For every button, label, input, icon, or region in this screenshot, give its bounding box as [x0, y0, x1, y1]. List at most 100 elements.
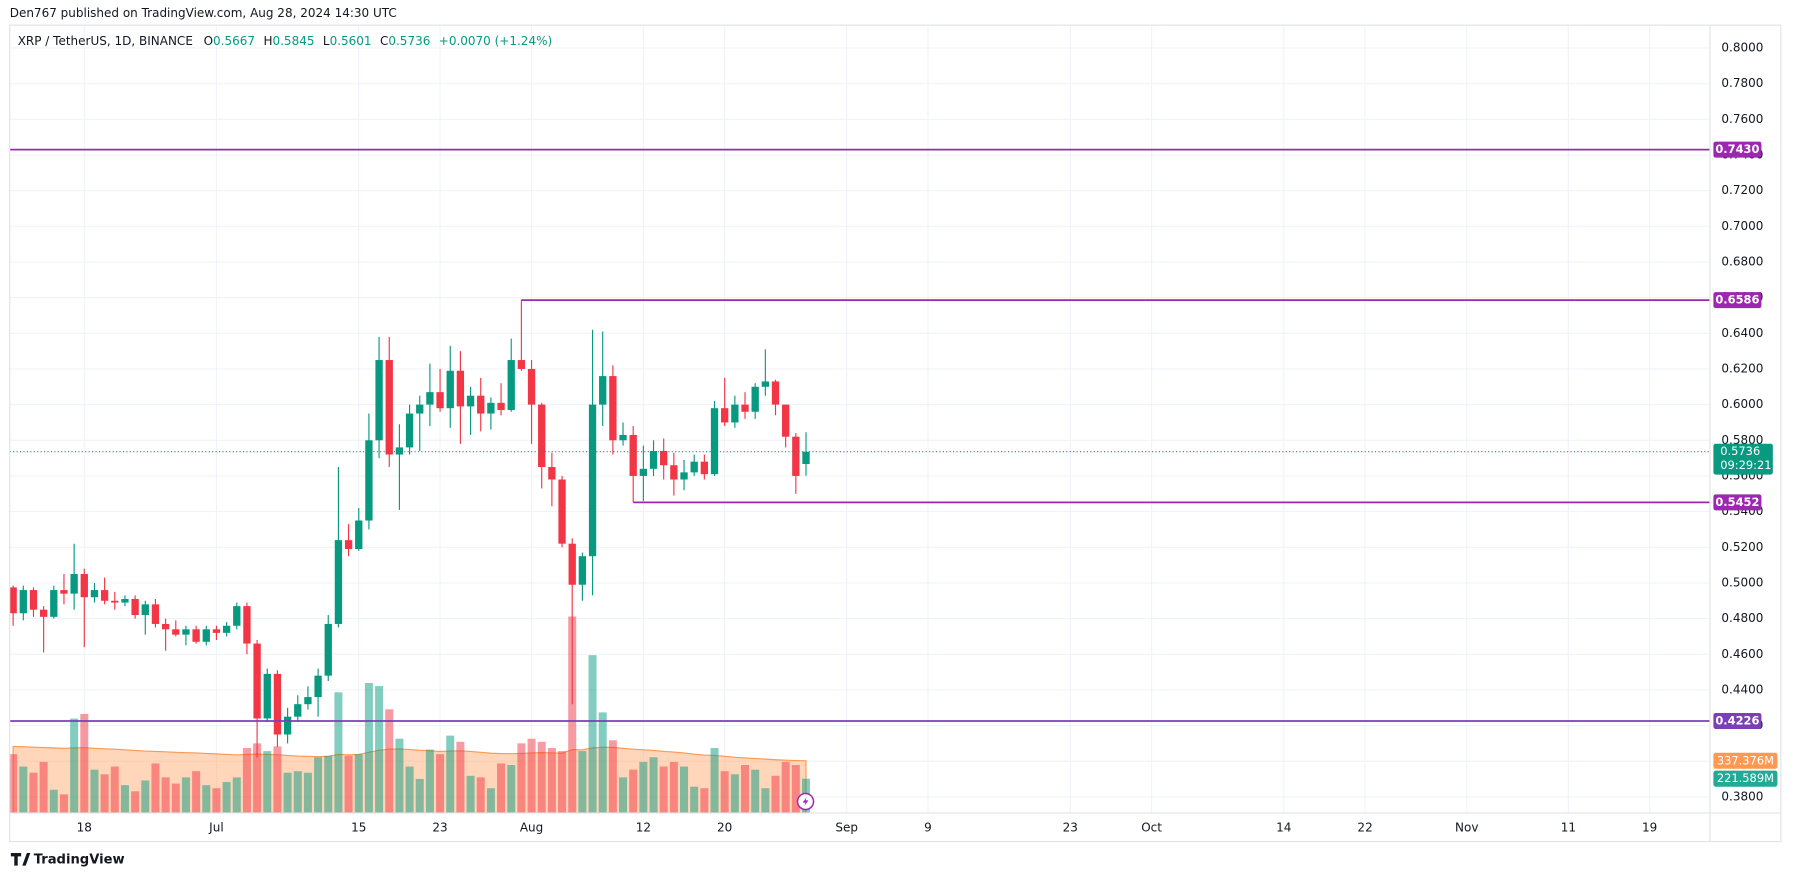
candle-body [660, 450, 668, 466]
y-tick-label: 0.3800 [1721, 789, 1763, 803]
candle-body [151, 604, 160, 624]
ohlc-letter: H [263, 34, 272, 48]
volume-bar [80, 713, 89, 813]
candle-body [385, 360, 393, 455]
candle-body [314, 675, 322, 698]
x-tick-label: 20 [717, 820, 732, 834]
replay-icon[interactable] [796, 792, 815, 811]
candle-body [60, 590, 68, 594]
candle-body [497, 402, 505, 410]
candle-body [405, 413, 414, 448]
x-tick-label: Jul [208, 820, 223, 834]
candle-body [182, 629, 190, 635]
x-tick-label: 9 [924, 820, 932, 834]
logo-mark [10, 852, 31, 866]
level-label: 0.6586 [1715, 293, 1759, 307]
volume-bar [263, 751, 272, 813]
volume-bar [751, 769, 760, 813]
volume-bar [375, 686, 384, 813]
volume-bar [283, 772, 292, 813]
volume-bar [9, 754, 18, 813]
volume-bar [314, 757, 323, 813]
candle-body [121, 598, 129, 603]
volume-bar [293, 771, 302, 813]
candle-body [446, 370, 454, 409]
volume-bar [781, 761, 790, 813]
volume-bar [19, 766, 28, 813]
volume-bar [222, 782, 231, 813]
candle-body [731, 404, 739, 423]
volume-bar [537, 741, 546, 813]
volume-bar [527, 738, 536, 813]
volume-bar [70, 718, 79, 813]
candle-body [263, 673, 271, 719]
volume-label: 221.589M [1717, 771, 1774, 785]
y-tick-label: 0.7800 [1721, 76, 1763, 90]
x-tick-label: 22 [1357, 820, 1372, 834]
volume-bar [59, 794, 68, 813]
candle-body [680, 472, 688, 480]
volume-bar [171, 783, 180, 813]
x-tick-label: 23 [1063, 820, 1078, 834]
volume-bar [141, 780, 150, 813]
candle-body [100, 590, 109, 601]
volume-bar [486, 788, 495, 813]
volume-label-box [1713, 770, 1778, 787]
volume-bar [568, 616, 577, 813]
y-tick-label: 0.5200 [1721, 540, 1763, 554]
volume-bar [629, 769, 638, 813]
volume-ma-label-box [1713, 752, 1778, 769]
volume-bar [110, 766, 119, 813]
icon-bolt [802, 796, 809, 807]
candle-body [649, 450, 658, 469]
volume-bar [90, 769, 99, 813]
candle-body [375, 360, 383, 441]
x-tick-label: 11 [1561, 820, 1576, 834]
candle-body [782, 404, 790, 437]
change: +0.0070 (+1.24%) [439, 34, 552, 48]
candle-body [192, 629, 200, 642]
volume-bar [49, 789, 58, 813]
publisher: Den767 published on TradingView.com, Aug… [10, 6, 397, 20]
volume-bar [608, 740, 617, 813]
volume-bar [181, 777, 190, 813]
volume-bar [364, 683, 373, 813]
candle-body [588, 404, 597, 557]
x-tick-label: Aug [520, 820, 543, 834]
candle-body [304, 697, 312, 705]
close-value: 0.5736 [388, 34, 430, 48]
volume-bar [771, 775, 780, 813]
volume-bar [466, 775, 475, 813]
volume-bar [120, 785, 129, 813]
volume-bar [700, 788, 709, 813]
x-tick-label: 12 [636, 820, 651, 834]
volume-bar [212, 788, 221, 813]
open-value: 0.5667 [213, 34, 255, 48]
candle-body [466, 395, 475, 407]
candle-body [19, 590, 27, 614]
y-tick-label: 0.7200 [1721, 183, 1763, 197]
volume-bar [639, 761, 648, 813]
volume-bar [385, 709, 394, 813]
y-tick-label: 0.6200 [1721, 361, 1763, 375]
volume-bar [710, 747, 719, 813]
x-tick-label: 14 [1276, 820, 1291, 834]
candle-body [111, 600, 119, 603]
candle-body [355, 520, 363, 550]
candle-body [416, 404, 424, 414]
volume-bar [334, 692, 343, 813]
candle-body [365, 440, 373, 521]
volume-bar [192, 771, 201, 813]
candle-body [50, 590, 58, 617]
volume-bar [232, 777, 241, 813]
volume-bar [436, 754, 445, 813]
candle-body [70, 574, 78, 594]
x-tick-label: 15 [351, 820, 366, 834]
candle-body [599, 376, 607, 405]
candle-body [131, 598, 139, 616]
candle-body [39, 609, 48, 617]
countdown: 09:29:21 [1720, 458, 1771, 472]
